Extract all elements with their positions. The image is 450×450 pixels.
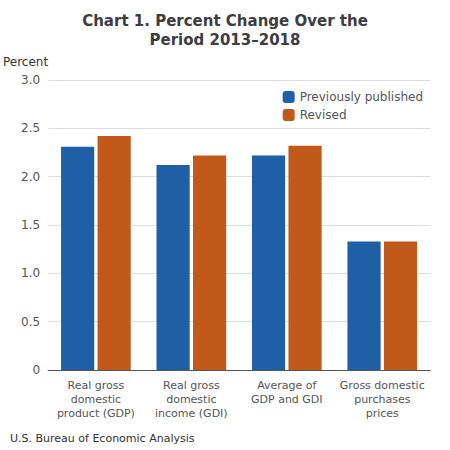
svg-text:Real gross: Real gross: [163, 379, 220, 392]
svg-text:Gross domestic: Gross domestic: [340, 379, 425, 392]
svg-text:3.0: 3.0: [21, 73, 40, 87]
svg-text:Revised: Revised: [300, 108, 347, 122]
svg-text:purchases: purchases: [354, 393, 410, 406]
svg-text:0.5: 0.5: [21, 315, 40, 329]
svg-text:2.0: 2.0: [21, 170, 40, 184]
svg-text:2.5: 2.5: [21, 121, 40, 135]
svg-text:domestic: domestic: [71, 393, 121, 406]
svg-text:income (GDI): income (GDI): [155, 407, 228, 420]
svg-text:Period 2013–2018: Period 2013–2018: [150, 31, 301, 49]
svg-text:1.0: 1.0: [21, 266, 40, 280]
svg-text:U.S. Bureau of Economic Analys: U.S. Bureau of Economic Analysis: [10, 432, 195, 445]
svg-text:0: 0: [33, 363, 41, 377]
svg-text:Real gross: Real gross: [68, 379, 125, 392]
svg-text:product (GDP): product (GDP): [57, 407, 135, 420]
svg-text:Previously published: Previously published: [300, 90, 423, 104]
svg-text:prices: prices: [366, 407, 399, 420]
svg-text:1.5: 1.5: [21, 218, 40, 232]
svg-text:GDP and GDI: GDP and GDI: [251, 393, 323, 406]
svg-text:Average of: Average of: [257, 379, 317, 392]
svg-text:Percent: Percent: [3, 55, 48, 69]
svg-text:Chart 1. Percent Change Over t: Chart 1. Percent Change Over the: [82, 12, 368, 30]
svg-text:domestic: domestic: [166, 393, 216, 406]
